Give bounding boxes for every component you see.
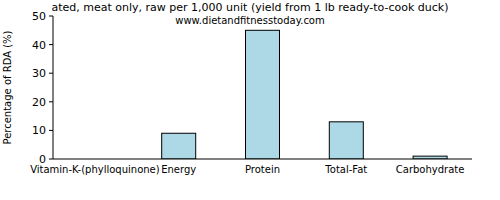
y-tick-label: 30 <box>32 67 46 80</box>
y-axis-label: Percentage of RDA (%) <box>2 30 13 144</box>
x-tick-label: Vitamin-K-(phylloquinone) <box>30 164 160 175</box>
y-tick-label: 20 <box>32 96 46 109</box>
y-tick <box>49 44 53 45</box>
x-tick-label: Total-Fat <box>324 164 367 175</box>
y-tick <box>49 101 53 102</box>
y-tick <box>49 159 53 160</box>
subtitle: www.dietandfitnesstoday.com <box>175 15 324 26</box>
y-tick-label: 10 <box>32 124 46 137</box>
bar <box>246 30 280 159</box>
bars <box>162 30 447 159</box>
x-tick-label: Carbohydrate <box>396 164 465 175</box>
x-tick-label: Energy <box>161 164 196 175</box>
y-tick <box>49 130 53 131</box>
y-tick <box>49 73 53 74</box>
x-axis <box>53 159 472 160</box>
y-tick <box>49 16 53 17</box>
chart-container: ated, meat only, raw per 1,000 unit (yie… <box>0 0 500 200</box>
chart: ated, meat only, raw per 1,000 unit (yie… <box>0 0 500 200</box>
bar <box>162 133 196 159</box>
title: ated, meat only, raw per 1,000 unit (yie… <box>51 1 448 14</box>
bar <box>329 122 363 159</box>
y-tick-label: 40 <box>32 39 46 52</box>
y-axis <box>53 16 54 159</box>
x-tick-label: Protein <box>245 164 280 175</box>
y-tick-label: 50 <box>32 10 46 23</box>
